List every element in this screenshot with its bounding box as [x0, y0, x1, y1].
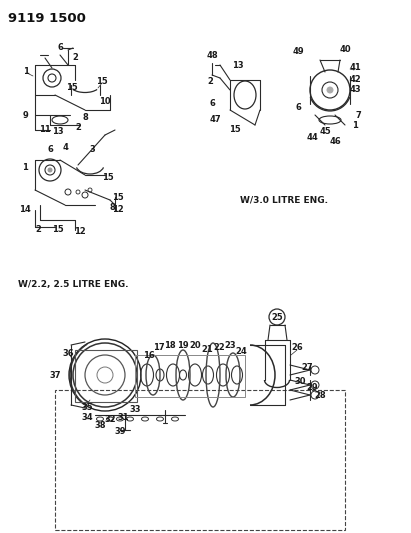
Bar	[135, 355, 245, 397]
Text: 1: 1	[23, 68, 29, 77]
Text: 8: 8	[109, 203, 115, 212]
Text: 23: 23	[224, 341, 236, 350]
Text: 2: 2	[75, 124, 81, 133]
Text: 30: 30	[294, 377, 306, 386]
Circle shape	[327, 87, 333, 93]
Text: 46: 46	[329, 138, 341, 147]
Text: 12: 12	[74, 228, 86, 237]
Text: 13: 13	[52, 127, 64, 136]
Text: 9: 9	[22, 110, 28, 119]
Text: 16: 16	[143, 351, 155, 359]
Text: 34: 34	[81, 414, 93, 423]
Text: 15: 15	[52, 225, 64, 235]
Text: 6: 6	[209, 99, 215, 108]
Text: 22: 22	[213, 343, 225, 351]
Text: 37: 37	[49, 370, 61, 379]
Text: 19: 19	[177, 341, 189, 350]
Text: 8: 8	[82, 114, 88, 123]
Text: 2: 2	[72, 52, 78, 61]
Text: 28: 28	[314, 391, 326, 400]
Text: 13: 13	[232, 61, 244, 69]
Text: 15: 15	[66, 84, 78, 93]
Text: 38: 38	[94, 421, 106, 430]
Text: 14: 14	[19, 206, 31, 214]
Text: 39: 39	[114, 427, 126, 437]
Circle shape	[48, 168, 52, 172]
Text: 11: 11	[39, 125, 51, 134]
Text: 29: 29	[306, 384, 318, 392]
Text: 21: 21	[201, 345, 213, 354]
Text: 15: 15	[229, 125, 241, 134]
Text: 35: 35	[81, 403, 93, 413]
Text: 32: 32	[104, 416, 116, 424]
Text: 47: 47	[209, 116, 221, 125]
Text: 1: 1	[22, 163, 28, 172]
Text: 25: 25	[271, 313, 283, 322]
Text: 7: 7	[355, 110, 361, 119]
Text: 36: 36	[62, 349, 74, 358]
Text: 2: 2	[207, 77, 213, 86]
Text: 45: 45	[319, 127, 331, 136]
Text: 43: 43	[349, 85, 361, 94]
Text: 42: 42	[349, 76, 361, 85]
Text: 6: 6	[47, 146, 53, 155]
Text: 26: 26	[291, 343, 303, 352]
Text: 41: 41	[349, 63, 361, 72]
Bar	[75, 350, 137, 402]
Text: 10: 10	[99, 98, 111, 107]
Text: 27: 27	[301, 364, 313, 373]
Text: 49: 49	[292, 47, 304, 56]
Text: 12: 12	[112, 206, 124, 214]
Text: 15: 15	[112, 192, 124, 201]
Text: 44: 44	[306, 133, 318, 142]
Text: 6: 6	[295, 103, 301, 112]
Text: 31: 31	[117, 414, 129, 423]
Text: 9119 1500: 9119 1500	[8, 12, 86, 25]
Text: 40: 40	[339, 45, 351, 54]
Text: W/2.2, 2.5 LITRE ENG.: W/2.2, 2.5 LITRE ENG.	[18, 280, 129, 289]
Text: 15: 15	[96, 77, 108, 86]
Text: 24: 24	[235, 348, 247, 357]
Text: 1: 1	[352, 120, 358, 130]
Text: 18: 18	[164, 341, 176, 350]
Text: 6: 6	[57, 44, 63, 52]
Text: 3: 3	[89, 146, 95, 155]
Text: 4: 4	[62, 142, 68, 151]
Text: 15: 15	[102, 173, 114, 182]
Text: 48: 48	[206, 51, 218, 60]
Text: 2: 2	[35, 225, 41, 235]
Text: 20: 20	[189, 341, 201, 350]
Text: W/3.0 LITRE ENG.: W/3.0 LITRE ENG.	[240, 196, 328, 205]
Text: 17: 17	[153, 343, 165, 351]
Text: 33: 33	[129, 406, 141, 415]
